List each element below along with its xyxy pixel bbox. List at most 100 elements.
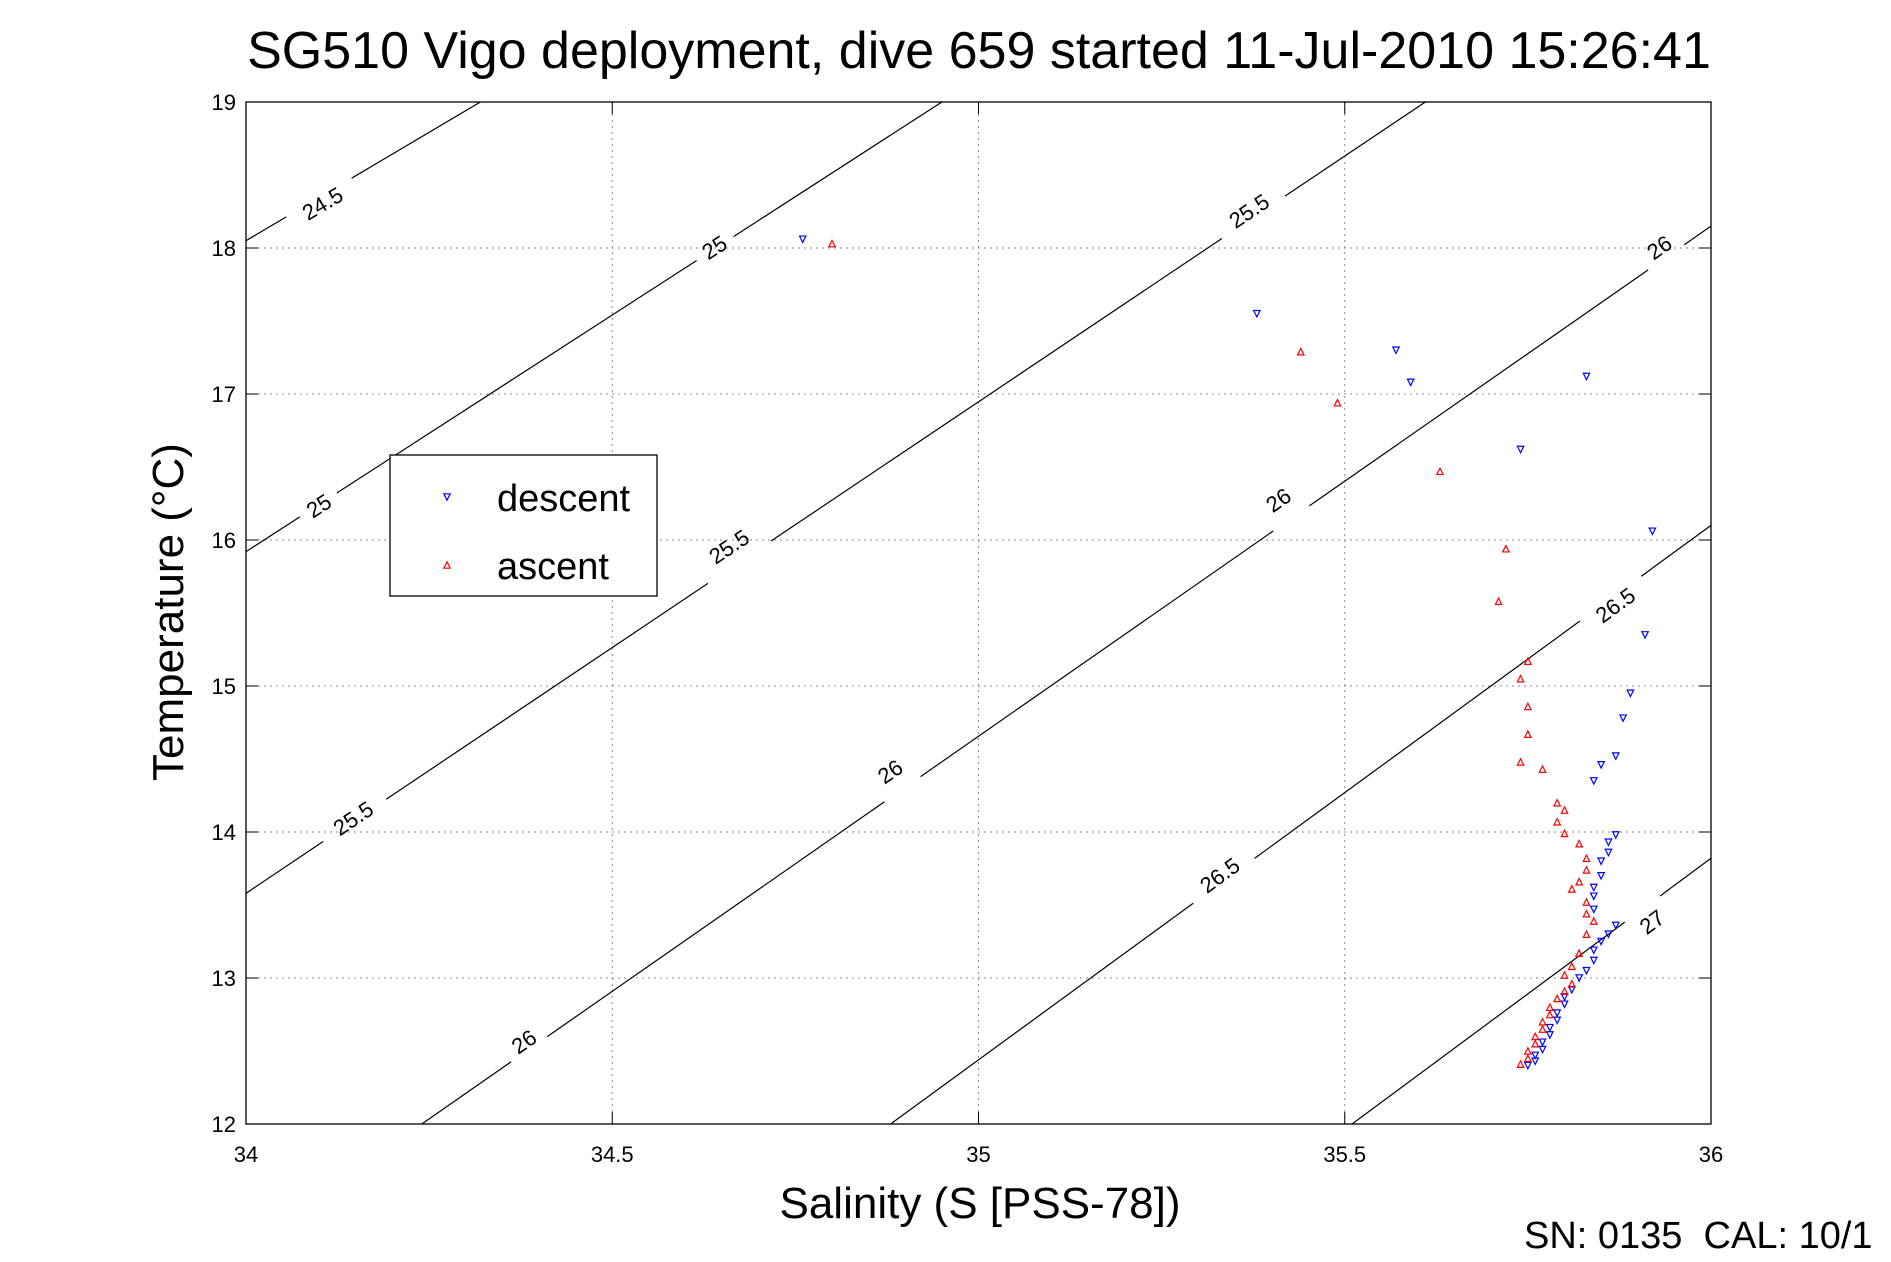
descent-point [1640, 631, 1650, 640]
isopycnal-line [920, 530, 1274, 778]
descent-point [1553, 1009, 1562, 1018]
x-tick-label: 36 [1699, 1142, 1723, 1167]
ascent-point [1296, 347, 1305, 356]
ascent-point [1501, 544, 1511, 553]
ascent-point [1333, 398, 1342, 407]
ascent-point [827, 239, 837, 248]
isopycnal-line [421, 1061, 512, 1124]
x-axis-label: Salinity (S [PSS-78]) [779, 1179, 1180, 1228]
ascent-point [1582, 929, 1591, 939]
ascent-point [1567, 884, 1576, 893]
ascent-point [1553, 993, 1562, 1003]
grid [246, 102, 1711, 1124]
isopycnal-line [1254, 620, 1581, 859]
ascent-point [1567, 961, 1576, 971]
y-axis-label: Temperature (°C) [144, 443, 193, 781]
descent-point [1589, 883, 1598, 893]
ascent-point [1567, 979, 1576, 988]
descent-point [1391, 346, 1401, 355]
isopycnal-line [1659, 857, 1711, 897]
ascent-point [1531, 1039, 1540, 1048]
descent-point [1604, 930, 1613, 939]
ascent-point [1560, 805, 1569, 814]
isopycnal-line [733, 102, 943, 238]
isopycnal-line [246, 216, 287, 242]
x-tick-label: 35.5 [1323, 1142, 1366, 1167]
ascent-point [1582, 853, 1591, 863]
descent-point [1523, 1061, 1533, 1071]
ascent-point [1494, 596, 1503, 606]
ascent-point [1560, 970, 1569, 979]
isopycnal-line [351, 102, 481, 179]
x-tick-label: 35 [966, 1142, 990, 1167]
ascent-point [1560, 828, 1569, 838]
isopycnal-line [890, 902, 1194, 1124]
descent-point [1553, 1016, 1562, 1025]
descent-point [798, 235, 807, 244]
y-tick-label: 19 [212, 90, 236, 115]
isopycnal-line [385, 582, 709, 800]
descent-point [1582, 372, 1591, 382]
descent-point [1582, 966, 1591, 976]
x-tick-label: 34 [234, 1142, 258, 1167]
ascent-point [1582, 909, 1591, 918]
descent-point [1618, 714, 1628, 723]
descent-point [1611, 752, 1620, 761]
descent-point [1589, 777, 1598, 786]
isopycnal-line [1308, 269, 1649, 507]
ascent-point [1516, 1059, 1525, 1068]
ascent-point [1516, 757, 1525, 766]
descent-point [1589, 892, 1598, 901]
descent-point [1545, 1023, 1555, 1033]
chart-title: SG510 Vigo deployment, dive 659 started … [247, 22, 1711, 80]
ascent-point [1523, 701, 1533, 711]
descent-point [1252, 309, 1262, 319]
descent-point [1560, 1000, 1569, 1009]
ascent-point [1523, 656, 1533, 665]
descent-point [1538, 1038, 1547, 1047]
descent-point [1604, 838, 1613, 847]
descent-point [1626, 689, 1635, 698]
legend-marker-ascent [442, 560, 452, 569]
ascent-point [1523, 729, 1533, 738]
descent-point [1531, 1051, 1540, 1060]
legend-box [389, 454, 658, 597]
ascent-point [1523, 1053, 1533, 1063]
y-tick-label: 16 [212, 528, 236, 553]
ascent-point [1553, 798, 1562, 807]
legend: descent ascent [389, 454, 658, 597]
legend-label-ascent: ascent [497, 546, 609, 588]
isopycnal-line [770, 238, 1223, 542]
descent-point [1589, 946, 1598, 955]
ascent-point [1553, 817, 1562, 826]
ascent-point [1545, 1009, 1555, 1019]
ascent-point [1574, 839, 1584, 848]
descent-point [1589, 956, 1598, 966]
descent-point [1596, 761, 1606, 770]
isopycnal-line [1683, 225, 1711, 246]
descent-point [1406, 378, 1415, 387]
ascent-point [1538, 1024, 1547, 1033]
descent-point [1531, 1057, 1540, 1066]
descent-point [1611, 831, 1620, 840]
ascent-point [1560, 986, 1569, 995]
data-points [798, 235, 1657, 1071]
descent-point [1648, 527, 1657, 536]
descent-point [1574, 974, 1584, 983]
descent-point [1596, 937, 1606, 947]
ascent-point [1582, 897, 1591, 906]
x-tick-label: 34.5 [591, 1142, 634, 1167]
descent-point [1589, 905, 1598, 914]
ascent-point [1574, 877, 1584, 886]
axis-ticks: 34 34.5 35 35.5 36 12 13 14 15 16 17 18 19 [212, 90, 1724, 1167]
isopycnal-line [1640, 524, 1711, 577]
descent-point [1611, 921, 1620, 930]
descent-point [1545, 1031, 1555, 1040]
legend-label-descent: descent [497, 478, 631, 520]
ascent-point [1574, 948, 1584, 957]
isopycnal-line [1284, 102, 1426, 197]
y-tick-label: 15 [212, 674, 236, 699]
ascent-point [1516, 674, 1525, 683]
isopycnal-line [336, 259, 697, 494]
